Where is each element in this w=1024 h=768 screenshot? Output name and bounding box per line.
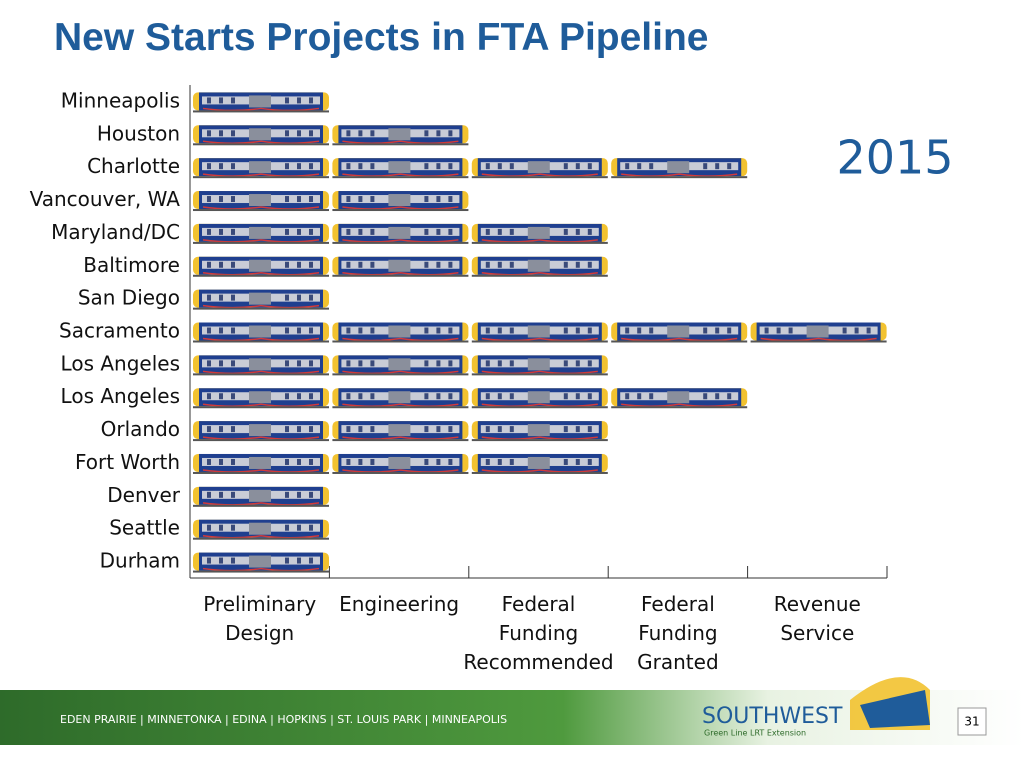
train-icon bbox=[331, 124, 470, 147]
chart-title: New Starts Projects in FTA Pipeline bbox=[54, 16, 709, 59]
train-row bbox=[192, 518, 330, 541]
train-icon bbox=[331, 256, 470, 278]
train-row bbox=[192, 223, 609, 245]
train-row bbox=[192, 288, 330, 311]
train-icon bbox=[471, 354, 609, 377]
train-icon bbox=[749, 321, 888, 344]
train-icon bbox=[331, 321, 470, 344]
train-icon bbox=[331, 190, 470, 212]
train-row bbox=[192, 354, 609, 377]
train-icon bbox=[192, 190, 330, 212]
y-tick-label: Seattle bbox=[109, 516, 180, 540]
y-tick-label: Maryland/DC bbox=[51, 220, 180, 244]
train-row bbox=[192, 387, 748, 409]
train-icon bbox=[331, 354, 470, 377]
logo-train bbox=[860, 690, 930, 728]
train-icon bbox=[192, 354, 330, 377]
train-icon bbox=[610, 157, 748, 179]
y-tick-label: Orlando bbox=[101, 417, 180, 441]
train-row bbox=[192, 420, 609, 442]
y-tick-label: Denver bbox=[107, 483, 181, 507]
train-icon bbox=[192, 288, 330, 311]
y-tick-label: Vancouver, WA bbox=[30, 187, 181, 211]
train-icon bbox=[192, 518, 330, 541]
train-icon bbox=[471, 321, 609, 344]
stage-label: Federal Funding Granted bbox=[637, 592, 719, 674]
footer-cities: EDEN PRAIRIE | MINNETONKA | EDINA | HOPK… bbox=[60, 713, 507, 726]
train-icon bbox=[192, 157, 330, 179]
y-tick-label: Los Angeles bbox=[61, 351, 180, 375]
train-icon bbox=[192, 223, 330, 245]
train-icon bbox=[331, 157, 470, 179]
train-icon bbox=[192, 256, 330, 278]
y-tick-label: Charlotte bbox=[87, 154, 180, 178]
logo-text: SOUTHWEST bbox=[702, 704, 843, 729]
train-row bbox=[192, 91, 330, 114]
train-icon bbox=[192, 321, 330, 344]
year-annotation: 2015 bbox=[836, 131, 953, 185]
y-tick-label: Fort Worth bbox=[75, 450, 180, 474]
train-icon bbox=[471, 387, 609, 409]
train-icon bbox=[192, 551, 330, 574]
y-tick-label: Durham bbox=[100, 549, 180, 573]
y-tick-label: Los Angeles bbox=[61, 384, 180, 408]
y-tick-label: Sacramento bbox=[59, 319, 180, 343]
page-number: 31 bbox=[964, 715, 979, 729]
train-row bbox=[192, 157, 748, 179]
train-icon bbox=[192, 486, 330, 508]
train-icon bbox=[331, 453, 470, 475]
stage-label: Preliminary Design bbox=[203, 592, 317, 645]
train-row bbox=[192, 321, 888, 344]
train-row bbox=[192, 486, 330, 508]
train-icon bbox=[471, 420, 609, 442]
train-icon bbox=[331, 223, 470, 245]
train-row bbox=[192, 256, 609, 278]
train-row bbox=[192, 124, 470, 147]
train-icon bbox=[192, 91, 330, 114]
train-icon bbox=[192, 453, 330, 475]
stage-label: Revenue Service bbox=[773, 592, 861, 645]
train-row bbox=[192, 190, 470, 212]
train-icon bbox=[471, 453, 609, 475]
train-icon bbox=[192, 420, 330, 442]
train-icon bbox=[331, 387, 470, 409]
stage-label: Federal Funding Recommended bbox=[463, 592, 614, 674]
train-icon bbox=[471, 157, 609, 179]
stage-label: Engineering bbox=[339, 592, 460, 616]
train-icon bbox=[610, 321, 748, 344]
y-tick-label: Houston bbox=[97, 121, 180, 145]
y-tick-label: Baltimore bbox=[83, 253, 180, 277]
y-tick-label: San Diego bbox=[78, 286, 180, 310]
logo-tagline: Green Line LRT Extension bbox=[704, 729, 806, 738]
train-icon bbox=[192, 124, 330, 147]
y-tick-label: Minneapolis bbox=[61, 88, 180, 112]
train-row bbox=[192, 551, 330, 574]
train-icon bbox=[471, 256, 609, 278]
train-icon bbox=[192, 387, 330, 409]
train-icon bbox=[610, 387, 748, 409]
page-box bbox=[957, 707, 987, 736]
train-row bbox=[192, 453, 609, 475]
train-icon bbox=[471, 223, 609, 245]
train-icon bbox=[331, 420, 470, 442]
